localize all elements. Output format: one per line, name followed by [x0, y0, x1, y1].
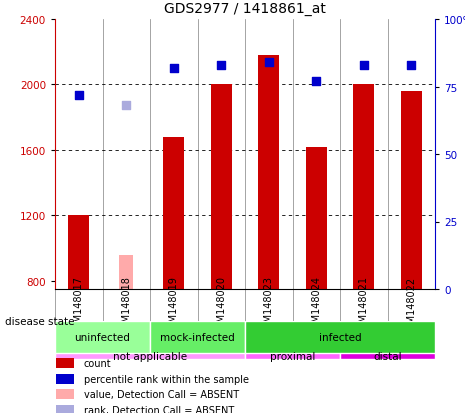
Bar — [353, 85, 374, 289]
Bar — [211, 85, 232, 289]
FancyBboxPatch shape — [245, 353, 340, 359]
Point — [170, 65, 178, 72]
Point — [360, 62, 367, 69]
Text: infected: infected — [319, 332, 361, 342]
Point — [75, 92, 82, 99]
Bar — [56, 405, 74, 413]
Text: GSM148019: GSM148019 — [169, 276, 179, 335]
Point — [407, 62, 415, 69]
Bar — [119, 255, 133, 289]
Text: GSM148024: GSM148024 — [311, 276, 321, 335]
Bar — [56, 389, 74, 399]
Text: not applicable: not applicable — [113, 351, 187, 361]
Text: count: count — [84, 358, 111, 368]
Text: mock-infected: mock-infected — [160, 332, 235, 342]
Text: value, Detection Call = ABSENT: value, Detection Call = ABSENT — [84, 389, 239, 399]
Bar — [56, 374, 74, 384]
FancyBboxPatch shape — [340, 353, 435, 359]
Text: GSM148023: GSM148023 — [264, 276, 274, 335]
Bar — [68, 216, 89, 289]
Text: disease state: disease state — [5, 316, 74, 326]
Text: GSM148020: GSM148020 — [216, 276, 226, 335]
Text: uninfected: uninfected — [74, 332, 131, 342]
Point — [312, 78, 320, 85]
Bar — [163, 138, 185, 289]
Text: GSM148021: GSM148021 — [359, 276, 369, 335]
FancyBboxPatch shape — [55, 321, 150, 353]
Bar — [400, 92, 422, 289]
Text: GSM148018: GSM148018 — [121, 276, 131, 335]
Point — [123, 103, 130, 109]
FancyBboxPatch shape — [55, 353, 245, 359]
Bar — [306, 147, 327, 289]
Text: distal: distal — [373, 351, 402, 361]
Text: percentile rank within the sample: percentile rank within the sample — [84, 374, 249, 384]
FancyBboxPatch shape — [150, 321, 245, 353]
Text: GSM148017: GSM148017 — [74, 276, 84, 335]
FancyBboxPatch shape — [245, 321, 435, 353]
Bar — [56, 358, 74, 368]
Title: GDS2977 / 1418861_at: GDS2977 / 1418861_at — [164, 2, 326, 16]
Point — [265, 60, 272, 66]
Text: proximal: proximal — [270, 351, 315, 361]
Text: rank, Detection Call = ABSENT: rank, Detection Call = ABSENT — [84, 405, 234, 413]
Bar — [258, 56, 279, 289]
Point — [218, 62, 225, 69]
Text: GSM148022: GSM148022 — [406, 276, 416, 335]
